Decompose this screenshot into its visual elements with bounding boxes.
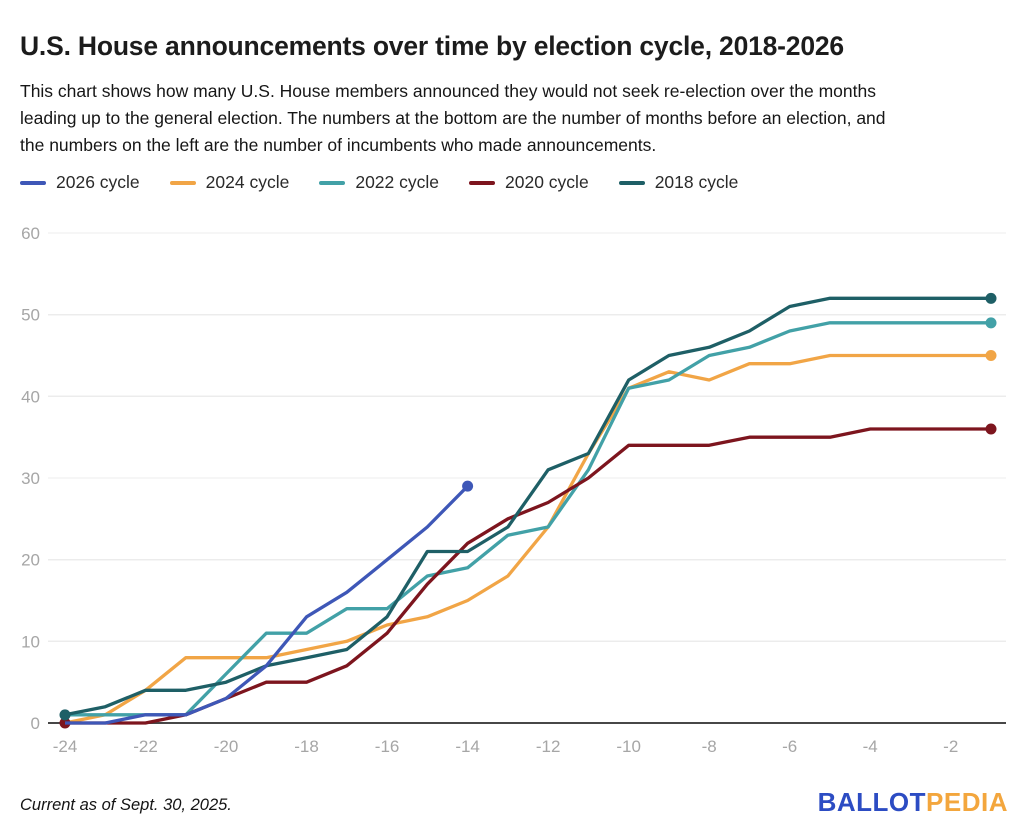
description-line-1: This chart shows how many U.S. House mem… xyxy=(20,81,876,101)
x-tick-label--22: -22 xyxy=(133,737,158,756)
y-tick-label-50: 50 xyxy=(21,306,40,325)
y-tick-label-60: 60 xyxy=(21,224,40,243)
end-dot-2018-cycle xyxy=(985,292,997,304)
legend-label-2018-cycle: 2018 cycle xyxy=(654,172,739,192)
legend-item-2024-cycle: 2024 cycle xyxy=(169,172,290,193)
legend-swatch-2018-cycle xyxy=(618,180,645,185)
legend-item-2022-cycle: 2022 cycle xyxy=(319,172,439,193)
page-title: U.S. House announcements over time by el… xyxy=(20,30,844,61)
legend-swatch-2024-cycle xyxy=(169,180,196,185)
x-tick-label--14: -14 xyxy=(455,737,480,756)
y-tick-label-20: 20 xyxy=(21,551,40,570)
start-dot-2018-cycle xyxy=(59,709,71,721)
series-line-2024-cycle xyxy=(64,353,991,725)
x-tick-label--4: -4 xyxy=(863,737,878,756)
line-chart: 0 10 20 30 40 50 60 -24 -22 -20 -18 -16 -14 -12 -10 -8 -… xyxy=(21,224,1006,756)
y-tick-label-30: 30 xyxy=(21,469,40,488)
end-dot-2022-cycle xyxy=(985,317,997,329)
x-tick-label--6: -6 xyxy=(782,737,797,756)
x-tick-label--2: -2 xyxy=(943,737,958,756)
x-tick-label--16: -16 xyxy=(375,737,400,756)
logo-text-ballot: BALLOT xyxy=(817,787,927,817)
legend-label-2026-cycle: 2026 cycle xyxy=(56,172,140,192)
x-tick-label--12: -12 xyxy=(536,737,561,756)
y-tick-label-10: 10 xyxy=(21,632,40,651)
legend-item-2020-cycle: 2020 cycle xyxy=(469,172,589,193)
x-tick-label--18: -18 xyxy=(294,737,319,756)
chart-description: This chart shows how many U.S. House mem… xyxy=(20,78,1020,158)
series-line-2026-cycle xyxy=(65,485,469,725)
x-tick-label--20: -20 xyxy=(214,737,239,756)
end-dot-2024-cycle xyxy=(985,350,997,361)
series-line-2020-cycle xyxy=(65,427,991,725)
legend-label-2020-cycle: 2020 cycle xyxy=(505,172,589,192)
legend-swatch-2026-cycle xyxy=(20,180,46,185)
description-line-2: leading up to the general election. The … xyxy=(20,107,886,128)
ballotpedia-logo: BALLOTPEDIA xyxy=(818,787,1008,818)
legend-label-2022-cycle: 2022 cycle xyxy=(355,172,440,192)
end-dot-2020-cycle xyxy=(985,423,997,435)
logo-text-pedia: PEDIA xyxy=(926,787,1008,817)
legend-item-2018-cycle: 2018 cycle xyxy=(618,172,739,193)
legend-item-2026-cycle: 2026 cycle xyxy=(20,172,140,193)
series-line-2018-cycle xyxy=(64,296,991,717)
legend: 2026 cycle 2024 cycle 2022 cycle 2020 cycle… xyxy=(20,172,738,193)
legend-swatch-2022-cycle xyxy=(319,180,346,185)
y-tick-label-0: 0 xyxy=(31,714,40,733)
series-line-2022-cycle xyxy=(65,321,991,717)
footnote: Current as of Sept. 30, 2025. xyxy=(20,796,232,814)
legend-swatch-2020-cycle xyxy=(469,180,496,185)
legend-label-2024-cycle: 2024 cycle xyxy=(205,172,290,192)
end-dot-2026-cycle xyxy=(462,480,474,492)
x-tick-label--24: -24 xyxy=(53,737,78,756)
y-tick-label-40: 40 xyxy=(21,387,40,406)
description-line-3: the numbers on the left are the number o… xyxy=(20,134,657,155)
x-tick-label--8: -8 xyxy=(702,737,717,756)
x-tick-label--10: -10 xyxy=(616,737,641,756)
